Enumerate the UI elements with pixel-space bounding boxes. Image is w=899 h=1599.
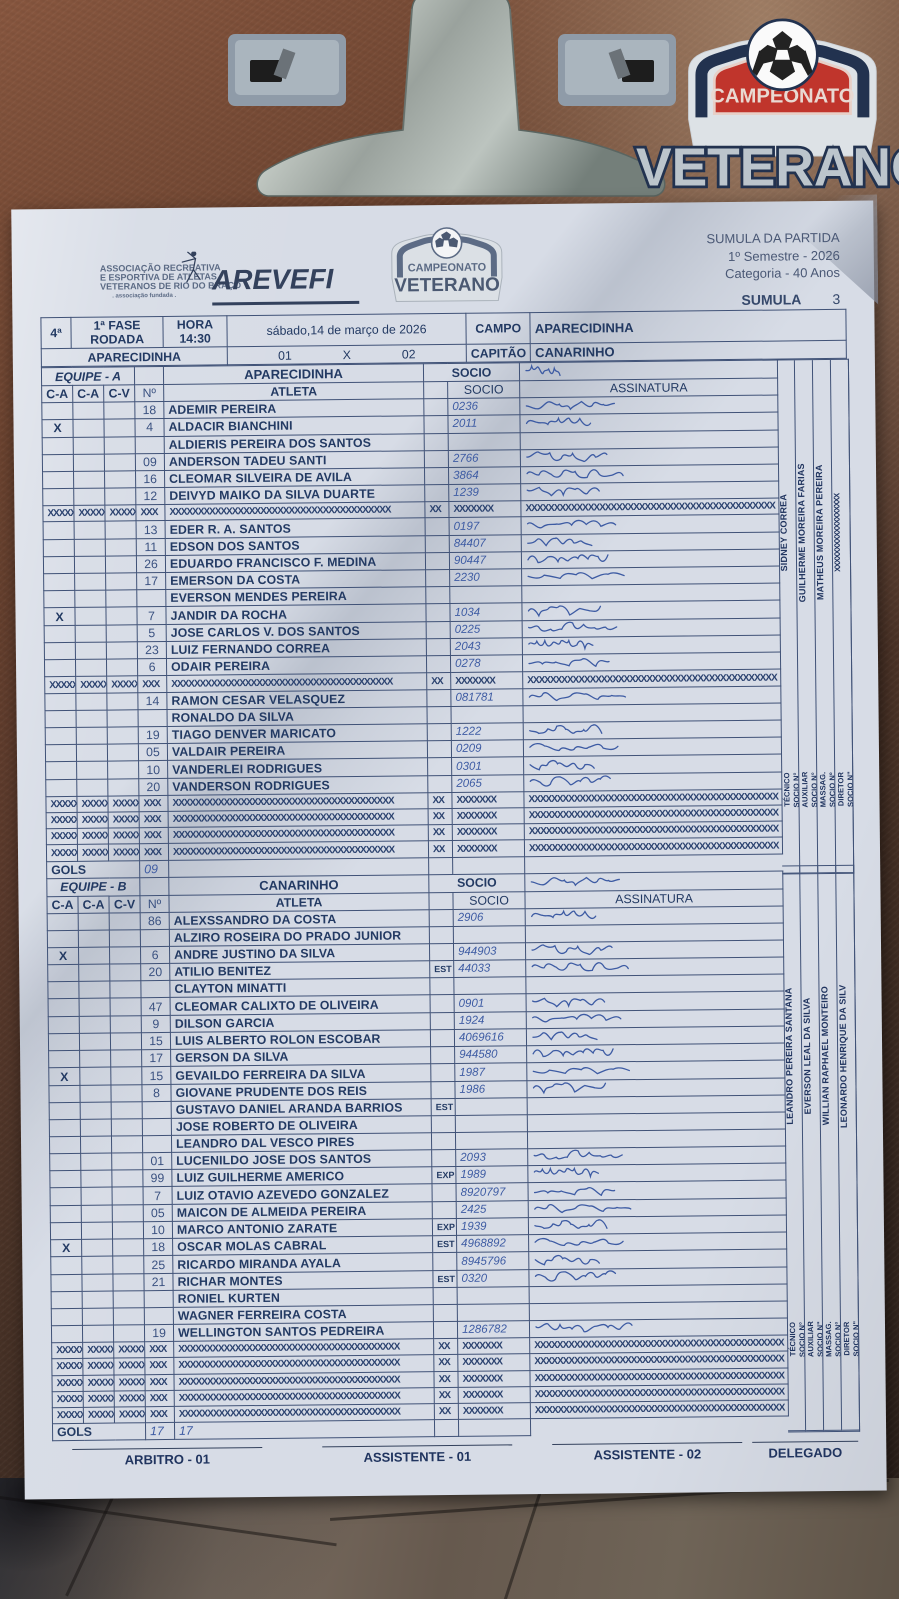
svg-text:VETERANO: VETERANO xyxy=(636,138,899,197)
svg-text:CAMPEONATO: CAMPEONATO xyxy=(408,262,487,275)
svg-text:VETERANO: VETERANO xyxy=(394,274,500,296)
svg-text:AREVEFI: AREVEFI xyxy=(211,263,335,295)
